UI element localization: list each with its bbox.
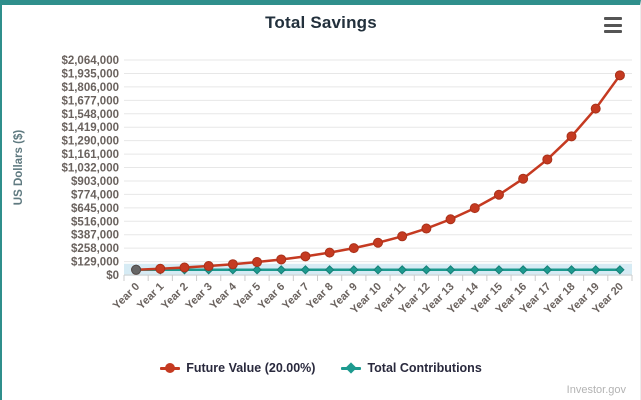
year0-overlap-marker [131,264,142,275]
y-gridlines [124,59,632,263]
svg-text:$1,161,000: $1,161,000 [61,149,119,161]
chart-legend: Future Value (20.00%) Total Contribution… [2,361,640,375]
svg-text:$645,000: $645,000 [71,203,119,215]
hamburger-menu-icon[interactable] [604,17,624,33]
y-axis-labels: $0$129,000 $258,000$387,000 $516,000$645,0… [61,55,119,282]
future-value-marker-icon [160,362,181,374]
svg-text:$129,000: $129,000 [71,257,119,269]
svg-text:$2,064,000: $2,064,000 [61,55,119,67]
investor-gov-credits-link[interactable]: Investor.gov [566,384,626,396]
legend-item-total-contributions[interactable]: Total Contributions [341,361,482,375]
svg-text:$1,548,000: $1,548,000 [61,109,119,121]
x-axis [123,274,633,281]
legend-label-future-value: Future Value (20.00%) [186,361,316,375]
chart-canvas: $0$129,000 $258,000$387,000 $516,000$645,0… [13,55,633,316]
svg-text:$258,000: $258,000 [71,243,119,255]
legend-item-future-value[interactable]: Future Value (20.00%) [160,361,315,375]
chart-title: Total Savings [265,13,377,32]
svg-text:$516,000: $516,000 [71,216,119,228]
svg-text:$774,000: $774,000 [71,189,119,201]
series-total-contributions [131,265,625,275]
svg-text:$903,000: $903,000 [71,176,119,188]
svg-text:$1,290,000: $1,290,000 [61,136,119,148]
svg-text:$387,000: $387,000 [71,230,119,242]
legend-label-total-contributions: Total Contributions [367,361,482,375]
svg-text:$1,032,000: $1,032,000 [61,163,119,175]
series-future-value [131,70,625,275]
svg-text:$1,806,000: $1,806,000 [61,82,119,94]
svg-text:$1,677,000: $1,677,000 [61,95,119,107]
total-contributions-marker-icon [341,362,362,374]
svg-text:$1,935,000: $1,935,000 [61,68,119,80]
y-axis-title: US Dollars ($) [13,130,25,206]
svg-text:$1,419,000: $1,419,000 [61,122,119,134]
svg-text:$0: $0 [106,270,119,282]
